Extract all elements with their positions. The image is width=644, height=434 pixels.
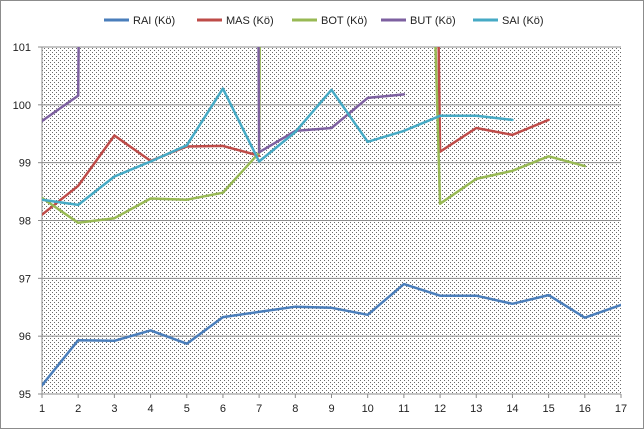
y-tick-label: 100 (13, 100, 31, 112)
y-tick-label: 96 (19, 331, 31, 343)
x-tick-label: 7 (256, 403, 262, 415)
series-line (42, 87, 514, 207)
series-line (257, 93, 406, 154)
series-offchart-segment (437, 47, 442, 153)
series-offchart-segment (76, 47, 80, 97)
x-tick-label: 13 (470, 403, 482, 415)
legend-entry: SAI (Kö) (502, 15, 544, 27)
x-tick-label: 11 (398, 403, 409, 415)
legend-entry: BOT (Kö) (321, 15, 367, 27)
legend-entry: BUT (Kö) (410, 15, 456, 27)
series-offchart-segment (434, 47, 442, 205)
x-tick-label: 12 (434, 403, 446, 415)
series-line (42, 94, 80, 123)
x-tick-label: 3 (111, 403, 117, 415)
y-tick-label: 101 (13, 42, 31, 54)
x-tick-label: 2 (75, 403, 81, 415)
x-tick-label: 1 (39, 403, 45, 415)
x-tick-label: 8 (292, 403, 298, 415)
x-tick-label: 6 (220, 403, 226, 415)
x-tick-label: 16 (579, 403, 591, 415)
gridlines (42, 46, 621, 337)
x-tick-label: 15 (543, 403, 555, 415)
series-line (438, 118, 550, 153)
series-line (438, 155, 587, 205)
series-line (42, 151, 261, 225)
x-tick-label: 10 (362, 403, 374, 415)
y-tick-label: 99 (19, 158, 31, 170)
x-tick-label: 17 (615, 403, 627, 415)
y-tick-label: 98 (19, 216, 31, 228)
y-tick-label: 95 (19, 389, 31, 401)
x-tick-label: 4 (148, 403, 154, 415)
x-tick-label: 14 (506, 403, 518, 415)
series-offchart-segment (257, 47, 261, 154)
y-tick-label: 97 (19, 273, 31, 285)
series-line (42, 282, 621, 387)
x-tick-label: 9 (328, 403, 334, 415)
x-tick-label: 5 (184, 403, 190, 415)
legend: RAI (Kö) MAS (Kö) BOT (Kö) BUT (Kö) SAI (Kö) (104, 15, 544, 27)
series-lines (42, 47, 621, 387)
legend-entry: MAS (Kö) (226, 15, 274, 27)
legend-entry: RAI (Kö) (133, 15, 175, 27)
